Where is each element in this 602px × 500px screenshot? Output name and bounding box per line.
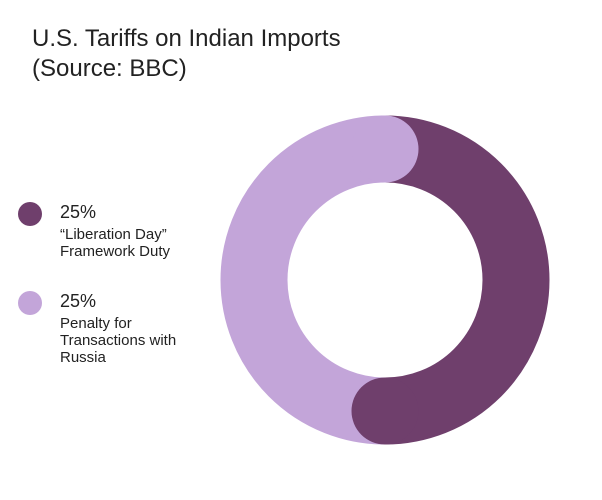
chart-title: U.S. Tariffs on Indian Imports (Source: … [32,25,341,82]
legend-swatch [18,291,42,315]
legend-label: Penalty for Transactions with Russia [60,315,177,366]
legend-value: 25% [60,202,97,222]
segment-cap [351,115,419,183]
donut-segment [220,115,386,445]
donut-segment [384,115,550,445]
legend-swatch [18,202,42,226]
legend-label: “Liberation Day” Framework Duty [60,226,171,260]
segment-cap [351,377,419,445]
legend-value: 25% [60,291,97,311]
